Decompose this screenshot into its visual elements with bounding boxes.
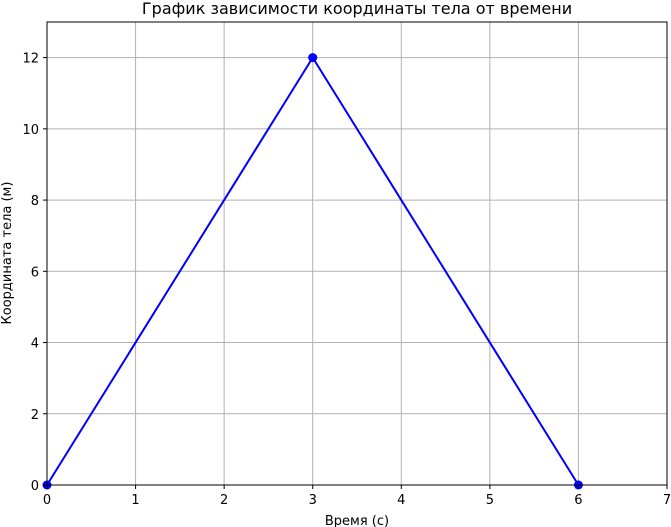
x-tick-label: 7 xyxy=(663,493,671,508)
y-tick-label: 8 xyxy=(31,194,39,209)
y-tick-label: 4 xyxy=(31,337,39,352)
x-tick-label: 2 xyxy=(220,493,228,508)
plot-frame xyxy=(46,21,668,486)
y-axis-ticks: 0 2 4 6 8 10 12 xyxy=(22,52,47,494)
x-tick-label: 1 xyxy=(131,493,139,508)
x-tick-label: 0 xyxy=(43,493,51,508)
x-tick-label: 6 xyxy=(574,493,582,508)
x-tick-label: 4 xyxy=(397,493,405,508)
y-tick-label: 6 xyxy=(31,265,39,280)
x-axis-label: Время (с) xyxy=(325,514,389,527)
y-tick-label: 2 xyxy=(31,408,39,423)
y-tick-label: 10 xyxy=(22,123,39,138)
chart-title: График зависимости координаты тела от вр… xyxy=(142,0,572,18)
data-point xyxy=(308,53,318,63)
x-tick-label: 3 xyxy=(309,493,317,508)
y-tick-label: 12 xyxy=(22,52,39,67)
x-tick-label: 5 xyxy=(486,493,494,508)
y-tick-label: 0 xyxy=(31,479,39,494)
y-axis-label: Координата тела (м) xyxy=(0,182,15,325)
grid xyxy=(46,22,668,486)
x-axis-ticks: 0 1 2 3 4 5 6 7 xyxy=(43,485,671,508)
